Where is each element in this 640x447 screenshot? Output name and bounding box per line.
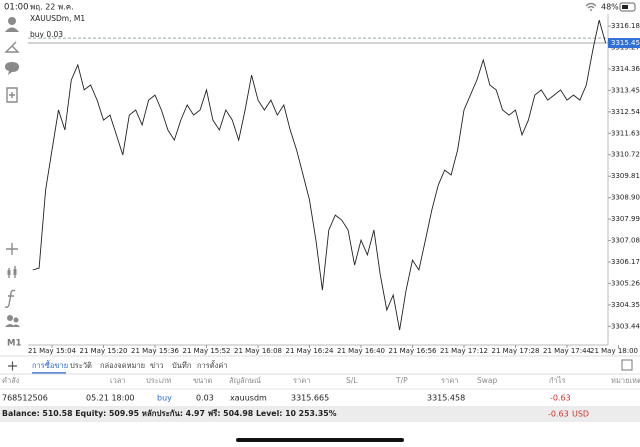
tab[interactable]: กล่องจดหมาย bbox=[100, 361, 145, 370]
y-tick-label: 3314.360 bbox=[611, 65, 640, 73]
x-tick-label: 21 May 18:00 bbox=[590, 347, 638, 355]
objects-list-icon-c bbox=[5, 324, 20, 327]
wifi-dot bbox=[590, 9, 592, 11]
y-tick-label: 3313.450 bbox=[611, 86, 640, 94]
x-tick-label: 21 May 17:12 bbox=[440, 347, 488, 355]
account-currency: USD bbox=[572, 410, 589, 419]
cell-symbol: xauusdm bbox=[230, 394, 267, 403]
toolbar: M1 bbox=[4, 17, 21, 349]
x-tick-label: 21 May 15:04 bbox=[28, 347, 77, 355]
new-order-icon[interactable] bbox=[6, 87, 18, 103]
y-tick-label: 3308.900 bbox=[611, 194, 640, 202]
y-tick-label: 3309.810 bbox=[611, 172, 640, 180]
account-summary: Balance: 510.58 Equity: 509.95 หลักประกั… bbox=[2, 408, 337, 418]
layout-button[interactable] bbox=[621, 359, 633, 371]
x-tick-label: 21 May 15:36 bbox=[131, 347, 180, 355]
column-header: ราคา bbox=[293, 376, 310, 385]
bid-price-label: 3315.458 bbox=[611, 39, 640, 47]
positions-table: คำสั่ง เวลา ประเภท ขนาด สัญลักษณ์ ราคา S/L T/P ร… bbox=[2, 375, 640, 403]
bid-price-box bbox=[608, 38, 640, 49]
crosshair-icon[interactable] bbox=[6, 243, 18, 255]
tab[interactable]: การซื้อขาย bbox=[32, 360, 68, 370]
battery-level: 48% bbox=[601, 3, 619, 12]
wifi-icon bbox=[585, 2, 597, 9]
buy-line-label: buy 0.03 bbox=[30, 30, 63, 39]
y-tick-label: 3311.630 bbox=[611, 129, 640, 137]
column-header: T/P bbox=[395, 376, 408, 385]
x-tick-label: 21 May 17:28 bbox=[492, 347, 540, 355]
objects-list-icon[interactable] bbox=[7, 315, 13, 321]
tab[interactable]: ข่าว bbox=[150, 361, 164, 370]
cell-open-price: 3315.665 bbox=[291, 394, 329, 403]
cell-type: buy bbox=[157, 394, 172, 403]
y-tick-label: 3305.260 bbox=[611, 279, 640, 287]
column-header: สัญลักษณ์ bbox=[229, 376, 261, 385]
chart-symbol: XAUUSDm, M1 bbox=[30, 14, 85, 23]
timeframe-button[interactable]: M1 bbox=[7, 339, 21, 349]
cell-profit: -0.63 bbox=[550, 394, 571, 403]
account-profit: -0.63 bbox=[548, 410, 569, 419]
price-line bbox=[32, 19, 607, 331]
y-tick-label: 3303.440 bbox=[611, 322, 640, 330]
chart: 3303.440 3304.350 3305.260 3306.170 3307.080… bbox=[28, 19, 640, 355]
y-tick-label: 3312.540 bbox=[611, 108, 640, 116]
column-header: S/L bbox=[346, 376, 358, 385]
x-tick-label: 21 May 16:24 bbox=[286, 347, 335, 355]
home-indicator bbox=[236, 438, 404, 442]
column-header: เวลา bbox=[110, 376, 126, 385]
column-header: ประเภท bbox=[146, 376, 171, 385]
column-header: Swap bbox=[477, 376, 497, 385]
column-header: กำไร bbox=[549, 376, 566, 385]
add-button[interactable] bbox=[8, 361, 17, 371]
objects-list-icon-b bbox=[13, 317, 19, 323]
y-tick-label: 3307.990 bbox=[611, 215, 640, 223]
status-date: พฤ. 22 พ.ค. bbox=[30, 3, 74, 12]
account-icon-body bbox=[5, 27, 19, 32]
candle-a bbox=[7, 270, 11, 275]
battery-icon bbox=[619, 2, 636, 12]
status-time: 01:00 bbox=[4, 3, 29, 13]
x-tick-label: 21 May 17:44 bbox=[543, 347, 592, 355]
x-tick-label: 21 May 16:40 bbox=[337, 347, 385, 355]
tab[interactable]: ประวัติ bbox=[70, 361, 92, 370]
column-header: ราคา bbox=[441, 376, 458, 385]
tab[interactable]: การตั้งค่า bbox=[197, 360, 228, 370]
column-header: หมายเหตุ bbox=[611, 376, 640, 385]
objects-icon[interactable] bbox=[4, 41, 20, 53]
y-tick-label: 3307.080 bbox=[611, 237, 640, 245]
tabs: การซื้อขาย ประวัติ กล่องจดหมาย ข่าว บันทึก กา… bbox=[32, 360, 228, 374]
account-bar bbox=[0, 406, 640, 422]
y-tick-label: 3306.170 bbox=[611, 258, 640, 266]
y-tick-label: 3304.350 bbox=[611, 301, 640, 309]
y-tick-label: 3316.180 bbox=[611, 22, 640, 30]
cell-time: 05.21 18:00 bbox=[86, 394, 135, 403]
tab[interactable]: บันทึก bbox=[172, 361, 191, 370]
candle-b bbox=[13, 269, 17, 275]
battery-fill bbox=[622, 5, 628, 9]
cell-order[interactable]: 768512506 bbox=[2, 394, 48, 403]
chat-icon[interactable] bbox=[5, 62, 19, 75]
y-tick-label: 3310.720 bbox=[611, 151, 640, 159]
column-header: ขนาด bbox=[193, 376, 212, 385]
x-tick-label: 21 May 16:08 bbox=[234, 347, 282, 355]
column-header: คำสั่ง bbox=[2, 375, 20, 385]
x-tick-label: 21 May 15:20 bbox=[80, 347, 128, 355]
x-tick-label: 21 May 15:52 bbox=[183, 347, 231, 355]
cell-volume: 0.03 bbox=[196, 394, 214, 403]
x-tick-label: 21 May 16:56 bbox=[389, 347, 438, 355]
cell-price: 3315.458 bbox=[427, 394, 465, 403]
account-icon[interactable] bbox=[8, 17, 16, 25]
indicators-icon[interactable] bbox=[4, 289, 16, 308]
